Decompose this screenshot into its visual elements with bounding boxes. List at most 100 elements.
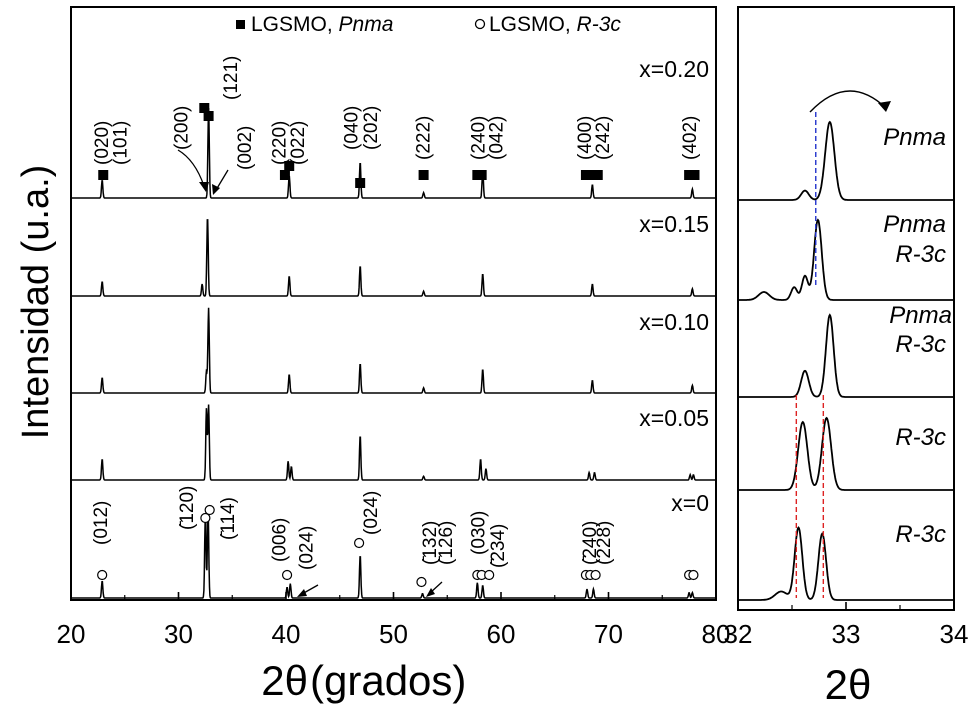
r3c-marker <box>200 512 211 524</box>
main-x-tick-label: 70 <box>594 619 623 649</box>
pnma-hkl-label: (121) <box>221 56 242 100</box>
legend-pnma-italic: Pnma <box>339 13 394 36</box>
pnma-hkl-label: (222) <box>414 116 435 160</box>
pnma-marker <box>284 161 295 171</box>
main-x-axis-label-symbol: 2θ <box>261 657 308 704</box>
inset-label-r3c-3: R-3c <box>895 331 946 358</box>
main-x-tick-label: 50 <box>379 619 408 649</box>
pnma-hkl-label: (400) <box>575 116 596 160</box>
legend-pnma-label: LGSMO, <box>251 13 339 36</box>
pnma-hkl-label: (202) <box>361 106 382 150</box>
pnma-marker <box>203 111 214 121</box>
pnma-hkl-label: (020) <box>92 121 113 165</box>
main-x-tick-label: 40 <box>272 619 301 649</box>
pnma-hkl-label: (240) <box>468 116 489 160</box>
main-x-end-tick-label: 80 <box>702 619 731 649</box>
inset-x-axis-label: 2θ <box>825 661 872 704</box>
r3c-hkl-label: (̄240) <box>580 521 601 565</box>
y-axis-label: Intensidad (u.a.) <box>15 165 57 440</box>
pnma-marker <box>418 170 429 180</box>
pnma-marker <box>592 170 603 180</box>
inset-trace <box>738 313 954 398</box>
main-x-tick-label: 30 <box>164 619 193 649</box>
inset-label-pnma-2: Pnma <box>883 211 946 238</box>
inset-label-pnma-1: Pnma <box>883 124 946 151</box>
pnma-marker <box>199 103 210 113</box>
shift-arrow <box>809 90 887 113</box>
r3c-hkl-label: (024) <box>361 491 382 535</box>
pnma-hkl-label: (040) <box>342 106 363 150</box>
pnma-hkl-label: (101) <box>110 121 131 165</box>
r3c-hkl-label: (̄114) <box>218 497 239 540</box>
svg-text:LGSMO, R-3c: LGSMO, R-3c <box>489 13 621 36</box>
legend-pnma-marker <box>236 20 245 29</box>
pnma-marker <box>580 170 591 180</box>
pnma-marker <box>684 170 695 180</box>
pnma-hkl-label: (402) <box>680 116 701 160</box>
r3c-hkl-label: (̄234) <box>488 524 509 568</box>
r3c-marker <box>281 569 293 581</box>
legend-r3c-italic: R-3c <box>577 13 622 36</box>
pnma-hkl-label: (200) <box>172 106 193 150</box>
r3c-hkl-label: (012) <box>91 501 112 545</box>
main-trace-x010 <box>71 307 716 394</box>
pnma-hkl-label: (022) <box>288 121 309 165</box>
arrow-126-head <box>426 588 435 597</box>
pnma-hkl-label: (220) <box>270 121 291 165</box>
legend: LGSMO, Pnma LGSMO, R-3c <box>236 13 621 36</box>
series-label-x005: x=0.05 <box>639 405 709 431</box>
r3c-marker <box>688 569 699 581</box>
r3c-marker <box>416 576 427 588</box>
series-label-x020: x=0.20 <box>639 56 709 82</box>
pnma-marker <box>689 170 700 180</box>
series-label-x015: x=0.15 <box>639 211 709 237</box>
shift-arrowhead <box>878 101 891 112</box>
inset-trace <box>738 526 954 601</box>
series-label-x0: x=0 <box>671 490 709 516</box>
inset-x-tick-label: 32 <box>724 619 753 649</box>
pnma-marker <box>279 170 290 180</box>
r3c-hkl-label: (228) <box>594 521 615 565</box>
pnma-marker <box>587 170 598 180</box>
r3c-marker <box>354 537 365 549</box>
main-trace-x0 <box>71 509 716 599</box>
pnma-marker <box>98 170 109 180</box>
inset-x-tick-label: 34 <box>940 619 969 649</box>
r3c-hkl-label: (024) <box>296 526 317 570</box>
arrow-002 <box>215 169 229 191</box>
main-x-tick-label: 20 <box>57 619 86 649</box>
r3c-hkl-label: (̄126) <box>436 521 457 565</box>
main-x-axis-label-unit: (grados) <box>310 657 466 704</box>
main-trace-x005 <box>71 404 716 481</box>
series-label-x010: x=0.10 <box>639 309 709 335</box>
pnma-hkl-label: (002) <box>235 126 256 170</box>
r3c-hkl-label: (006) <box>270 518 291 562</box>
main-trace-x015 <box>71 219 716 297</box>
arrow-024-r3c-head <box>297 589 307 597</box>
legend-r3c-label: LGSMO, <box>489 13 577 36</box>
pnma-hkl-label: (242) <box>593 116 614 160</box>
arrow-200-head <box>199 182 209 192</box>
r3c-hkl-label: (̄132) <box>420 521 441 565</box>
inset-label-pnma-3: Pnma <box>889 302 952 329</box>
r3c-marker <box>590 569 601 581</box>
main-plot-frame <box>70 6 717 601</box>
inset-label-r3c-2: R-3c <box>895 241 946 268</box>
inset-label-r3c-4: R-3c <box>895 424 946 451</box>
pnma-hkl-label: (042) <box>487 116 508 160</box>
inset-trace <box>738 218 954 301</box>
svg-text:LGSMO, Pnma: LGSMO, Pnma <box>251 13 393 36</box>
inset-trace <box>738 416 954 491</box>
r3c-marker <box>204 504 215 516</box>
pnma-marker <box>355 178 366 188</box>
r3c-hkl-label: (030) <box>468 511 489 555</box>
inset-label-r3c-5: R-3c <box>895 521 946 548</box>
inset-x-tick-label: 33 <box>832 619 861 649</box>
pnma-marker <box>476 170 487 180</box>
arrow-002-head <box>212 184 220 195</box>
arrow-200 <box>177 149 205 187</box>
main-x-tick-label: 60 <box>487 619 516 649</box>
main-trace-x020 <box>71 107 716 199</box>
